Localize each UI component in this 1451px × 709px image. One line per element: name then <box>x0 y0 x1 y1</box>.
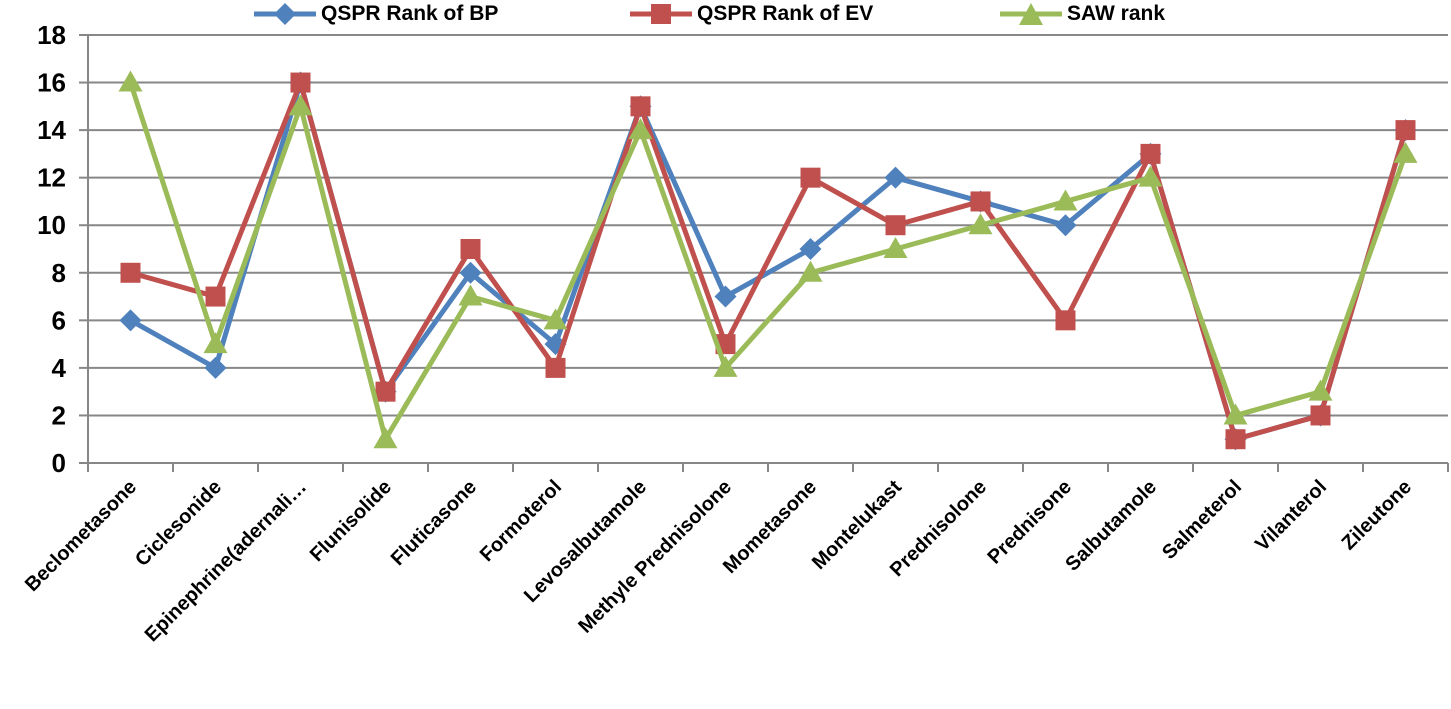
x-axis-category-label: Formoterol <box>476 476 566 566</box>
data-point-triangle <box>458 284 483 306</box>
data-point-square <box>1140 143 1161 164</box>
legend-label-qspr-rank-of-ev: QSPR Rank of EV <box>697 2 874 25</box>
y-axis-tick-label: 6 <box>52 305 66 335</box>
data-point-triangle <box>118 70 143 92</box>
data-point-square <box>1310 405 1331 426</box>
data-point-square <box>545 357 566 378</box>
x-axis-category-label: Salbutamole <box>1061 476 1161 576</box>
data-point-square <box>375 381 396 402</box>
data-point-triangle <box>1053 189 1078 211</box>
x-axis-category-label: Zileutone <box>1338 476 1416 554</box>
data-point-square <box>800 167 821 188</box>
data-point-triangle <box>968 213 993 235</box>
data-point-triangle <box>883 237 908 258</box>
y-axis-tick-label: 10 <box>37 210 66 240</box>
legend-item-saw-rank: SAW rank <box>999 1 1165 27</box>
data-point-triangle <box>1308 379 1333 401</box>
data-point-diamond <box>459 261 482 284</box>
data-point-diamond <box>1054 214 1077 237</box>
data-point-square <box>1055 310 1076 331</box>
x-axis-category-label: Flunisolide <box>306 476 396 566</box>
legend-label-saw-rank: SAW rank <box>1067 2 1166 25</box>
data-point-triangle <box>288 94 313 116</box>
data-point-square <box>630 96 651 117</box>
data-point-triangle <box>1138 165 1163 187</box>
data-point-triangle <box>1393 141 1418 163</box>
legend-item-qspr-rank-of-ev: QSPR Rank of EV <box>629 1 873 27</box>
chart-legend: QSPR Rank of BP QSPR Rank of EV SAW rank <box>0 0 1451 30</box>
data-point-square <box>1225 429 1246 450</box>
x-axis-category-label: Salmeterol <box>1158 476 1246 564</box>
x-axis-category-label: Epinephrine(adernali… <box>141 476 311 646</box>
x-axis-category-label: Prednisone <box>983 476 1076 569</box>
data-point-diamond <box>799 238 822 260</box>
x-axis-category-label: Methyle Prednisolone <box>574 476 736 638</box>
series-line <box>128 81 1408 442</box>
data-point-triangle <box>373 427 398 449</box>
y-axis-tick-label: 16 <box>37 68 66 98</box>
legend-triangle-marker-icon <box>1000 3 1062 25</box>
y-axis-tick-label: 2 <box>52 400 66 430</box>
y-axis-tick-label: 12 <box>37 163 66 193</box>
legend-item-qspr-rank-of-bp: QSPR Rank of BP <box>253 1 498 27</box>
data-point-square <box>205 286 226 307</box>
x-axis-category-label: Ciclesonide <box>131 476 226 571</box>
data-point-triangle <box>1223 403 1248 425</box>
data-point-triangle <box>713 355 738 377</box>
x-axis-category-label: Beclometasone <box>21 476 141 596</box>
y-axis-tick-label: 0 <box>52 448 66 478</box>
data-point-square <box>290 72 311 93</box>
x-axis-category-label: Fluticasone <box>387 476 481 570</box>
data-point-triangle <box>543 308 568 330</box>
y-axis-tick-label: 8 <box>52 258 66 288</box>
legend-square-marker-icon <box>630 4 692 24</box>
y-axis-tick-label: 4 <box>52 353 67 383</box>
data-point-square <box>120 262 141 283</box>
data-point-triangle <box>203 332 228 354</box>
y-axis-tick-label: 18 <box>37 20 66 50</box>
data-point-diamond <box>714 285 737 308</box>
y-axis-tick-label: 14 <box>37 115 66 145</box>
data-point-diamond <box>884 166 907 189</box>
legend-label-qspr-rank-of-bp: QSPR Rank of BP <box>321 2 499 25</box>
data-point-square <box>885 215 906 236</box>
series-line <box>129 80 1408 442</box>
data-point-square <box>970 191 991 212</box>
data-point-square <box>460 239 481 259</box>
data-point-triangle <box>798 260 823 282</box>
data-point-square <box>1395 120 1416 141</box>
legend-diamond-marker-icon <box>254 3 316 25</box>
data-point-diamond <box>119 309 142 332</box>
x-axis-category-label: Vilanterol <box>1251 476 1331 556</box>
data-point-triangle <box>628 118 653 140</box>
data-point-diamond <box>204 356 227 379</box>
